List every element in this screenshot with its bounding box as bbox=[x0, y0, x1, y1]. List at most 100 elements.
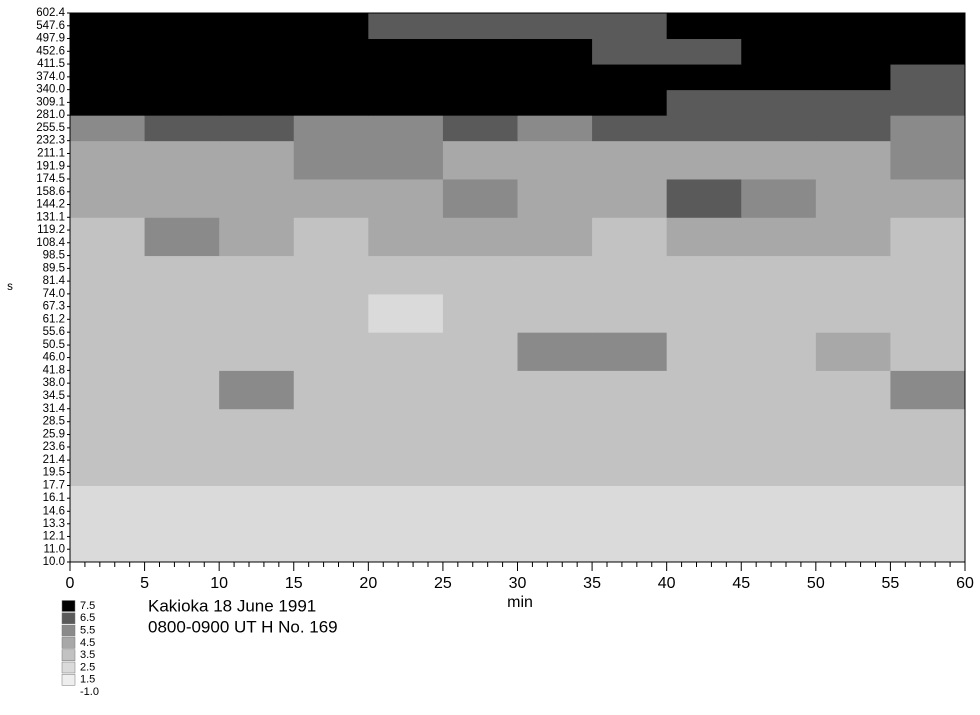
heat-cell bbox=[144, 178, 220, 218]
heat-cell bbox=[70, 140, 146, 180]
heat-cell bbox=[293, 13, 369, 40]
y-tick-label: 497.9 bbox=[36, 33, 65, 45]
heat-cell bbox=[219, 217, 295, 257]
heat-cell bbox=[517, 178, 593, 218]
heat-cell bbox=[70, 255, 146, 295]
heat-cell bbox=[890, 523, 966, 563]
heat-cell bbox=[890, 485, 966, 525]
y-tick-label: 174.5 bbox=[36, 173, 65, 185]
heat-cell bbox=[144, 115, 220, 142]
heat-cell bbox=[70, 89, 146, 116]
heat-cell bbox=[666, 332, 742, 371]
heat-cell bbox=[666, 140, 742, 180]
heat-cell bbox=[368, 217, 444, 257]
heat-cell bbox=[368, 370, 444, 410]
heat-cell bbox=[368, 523, 444, 563]
y-tick-label: 108.4 bbox=[36, 237, 65, 249]
legend-label: -1.0 bbox=[80, 686, 99, 698]
y-tick-label: 19.5 bbox=[43, 467, 65, 479]
y-tick-label: 12.1 bbox=[43, 530, 65, 542]
heat-cell bbox=[442, 332, 518, 371]
y-tick-label: 211.1 bbox=[37, 147, 65, 159]
heat-cell bbox=[144, 13, 220, 40]
heat-cell bbox=[592, 89, 668, 116]
heat-cell bbox=[592, 332, 668, 371]
heat-cell bbox=[442, 408, 518, 448]
heat-cell bbox=[293, 255, 369, 295]
y-tick-label: 38.0 bbox=[43, 377, 65, 389]
heat-cell bbox=[517, 38, 593, 65]
y-tick-label: 28.5 bbox=[43, 416, 65, 428]
legend-label: 1.5 bbox=[80, 674, 95, 686]
legend-label: 3.5 bbox=[80, 649, 95, 661]
x-tick-label: 5 bbox=[140, 575, 149, 592]
y-tick-label: 17.7 bbox=[43, 480, 65, 492]
heat-cell bbox=[815, 523, 891, 563]
heat-cell bbox=[815, 370, 891, 410]
heat-cell bbox=[70, 13, 146, 40]
heat-cell bbox=[890, 446, 966, 487]
y-tick-label: 340.0 bbox=[36, 84, 65, 96]
y-tick-label: 232.3 bbox=[36, 135, 65, 147]
heat-cell bbox=[592, 140, 668, 180]
heat-cell bbox=[666, 370, 742, 410]
heat-cell bbox=[890, 217, 966, 257]
heat-cell bbox=[368, 408, 444, 448]
y-tick-label: 452.6 bbox=[36, 45, 65, 57]
heat-cell bbox=[368, 115, 444, 142]
heat-cell bbox=[815, 178, 891, 218]
heat-cell bbox=[144, 140, 220, 180]
heat-cell bbox=[293, 115, 369, 142]
heat-cell bbox=[592, 64, 668, 91]
heat-cell bbox=[144, 217, 220, 257]
y-tick-label: 74.0 bbox=[43, 288, 65, 300]
legend-swatch bbox=[61, 612, 76, 625]
heat-cell bbox=[815, 293, 891, 333]
heat-cell bbox=[293, 523, 369, 563]
heat-cell bbox=[815, 64, 891, 91]
heat-cell bbox=[741, 140, 817, 180]
y-tick-label: 11.0 bbox=[43, 543, 65, 555]
heat-cell bbox=[219, 408, 295, 448]
heat-cell bbox=[890, 64, 966, 91]
heat-cell bbox=[666, 38, 742, 65]
heat-cell bbox=[741, 64, 817, 91]
heat-cell bbox=[442, 64, 518, 91]
heat-cell bbox=[144, 523, 220, 563]
y-tick-label: 131.1 bbox=[36, 211, 65, 223]
heat-cell bbox=[517, 115, 593, 142]
heat-cell bbox=[517, 140, 593, 180]
heat-cell bbox=[890, 178, 966, 218]
heat-cell bbox=[592, 485, 668, 525]
heat-cell bbox=[368, 293, 444, 333]
heat-cell bbox=[815, 13, 891, 40]
heat-cell bbox=[368, 38, 444, 65]
y-tick-label: 547.6 bbox=[36, 20, 65, 32]
x-tick-label: 40 bbox=[658, 575, 676, 592]
heat-cell bbox=[219, 370, 295, 410]
heat-cell bbox=[219, 485, 295, 525]
heat-cell bbox=[592, 13, 668, 40]
heat-cell bbox=[517, 64, 593, 91]
heat-cell bbox=[815, 332, 891, 371]
heat-cell bbox=[293, 370, 369, 410]
x-tick-label: 15 bbox=[285, 575, 303, 592]
heat-cell bbox=[368, 485, 444, 525]
legend-label: 2.5 bbox=[80, 661, 95, 673]
legend-swatch bbox=[61, 600, 76, 612]
y-tick-label: 31.4 bbox=[43, 403, 66, 415]
y-tick-label: 119.2 bbox=[37, 224, 65, 236]
heat-cell bbox=[219, 115, 295, 142]
heat-cell bbox=[517, 370, 593, 410]
heat-cell bbox=[293, 332, 369, 371]
heat-cell bbox=[368, 332, 444, 371]
heat-cell bbox=[70, 64, 146, 91]
heat-cell bbox=[592, 523, 668, 563]
heat-cell bbox=[592, 293, 668, 333]
heat-cell bbox=[293, 446, 369, 487]
heat-cell bbox=[890, 332, 966, 371]
x-tick-label: 60 bbox=[956, 575, 974, 592]
heat-cell bbox=[368, 13, 444, 40]
heat-cell bbox=[442, 293, 518, 333]
